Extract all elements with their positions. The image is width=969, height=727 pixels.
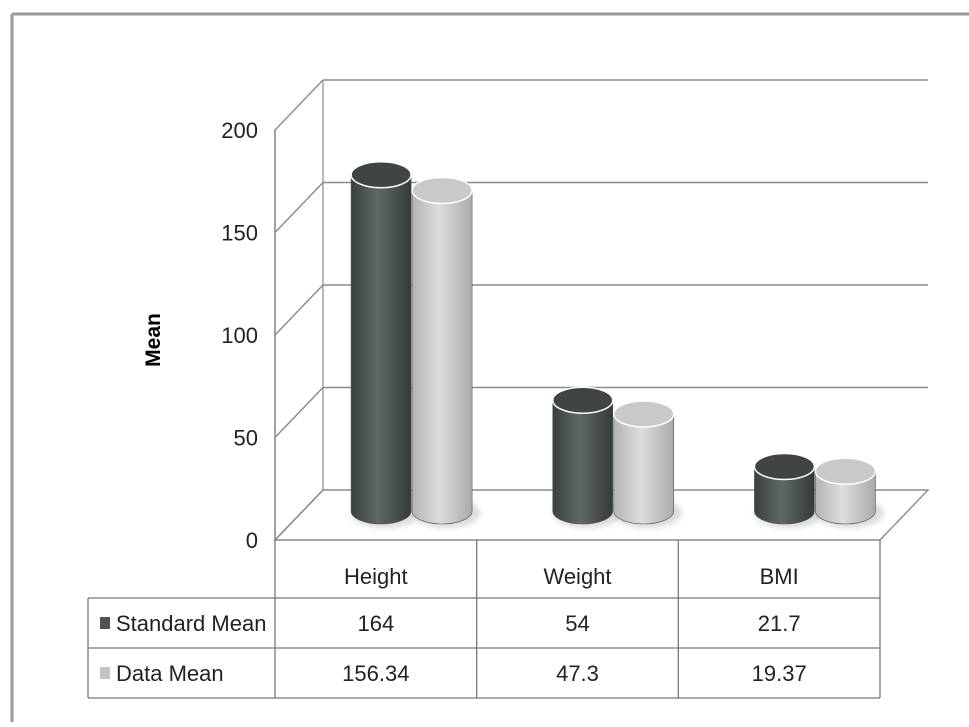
table-value: 156.34 <box>342 661 409 686</box>
y-tick-label: 200 <box>221 118 258 143</box>
table-value: 21.7 <box>758 611 801 636</box>
legend-series-name: Standard Mean <box>116 611 266 636</box>
y-tick-label: 100 <box>221 323 258 348</box>
bar-body <box>613 413 675 525</box>
table-value: 19.37 <box>752 661 807 686</box>
y-tick-label: 0 <box>246 528 258 553</box>
legend-swatch <box>100 617 110 629</box>
bar <box>552 386 621 528</box>
table-value: 54 <box>565 611 589 636</box>
grid-diagonal <box>274 387 324 438</box>
grid-diagonal <box>274 79 324 131</box>
bar-body <box>552 400 614 525</box>
bar <box>753 452 823 528</box>
y-tick-label: 150 <box>221 221 258 246</box>
bar <box>350 161 420 528</box>
bar-body <box>815 470 876 525</box>
bar-top <box>613 400 675 428</box>
x-category-label: BMI <box>760 564 799 589</box>
table-value: 47.3 <box>556 661 599 686</box>
bar-top <box>753 452 816 481</box>
bar-top <box>814 457 877 486</box>
bar-body <box>754 466 815 525</box>
bar-body <box>350 174 412 525</box>
bar-top <box>350 161 412 189</box>
y-tick-label: 50 <box>234 426 258 451</box>
bar-body <box>411 190 473 525</box>
bar-top <box>552 386 614 415</box>
legend-series-name: Data Mean <box>116 661 224 686</box>
legend-swatch <box>100 667 110 679</box>
data-table: Height Weight BMI Standard Mean 164 54 21.7 Dat… <box>87 540 881 699</box>
bar <box>814 457 884 528</box>
bars-layer <box>350 161 884 528</box>
grid-diagonal <box>274 284 324 336</box>
x-category-label: Height <box>344 564 408 589</box>
y-axis-ticks: 0 50 100 150 200 <box>221 118 258 553</box>
grid-diagonal <box>274 182 324 233</box>
x-category-label: Weight <box>543 564 611 589</box>
bar <box>613 400 682 528</box>
bar <box>411 176 481 528</box>
y-axis-label: Mean <box>142 313 165 367</box>
table-value: 164 <box>357 611 394 636</box>
bar-top <box>411 176 473 205</box>
